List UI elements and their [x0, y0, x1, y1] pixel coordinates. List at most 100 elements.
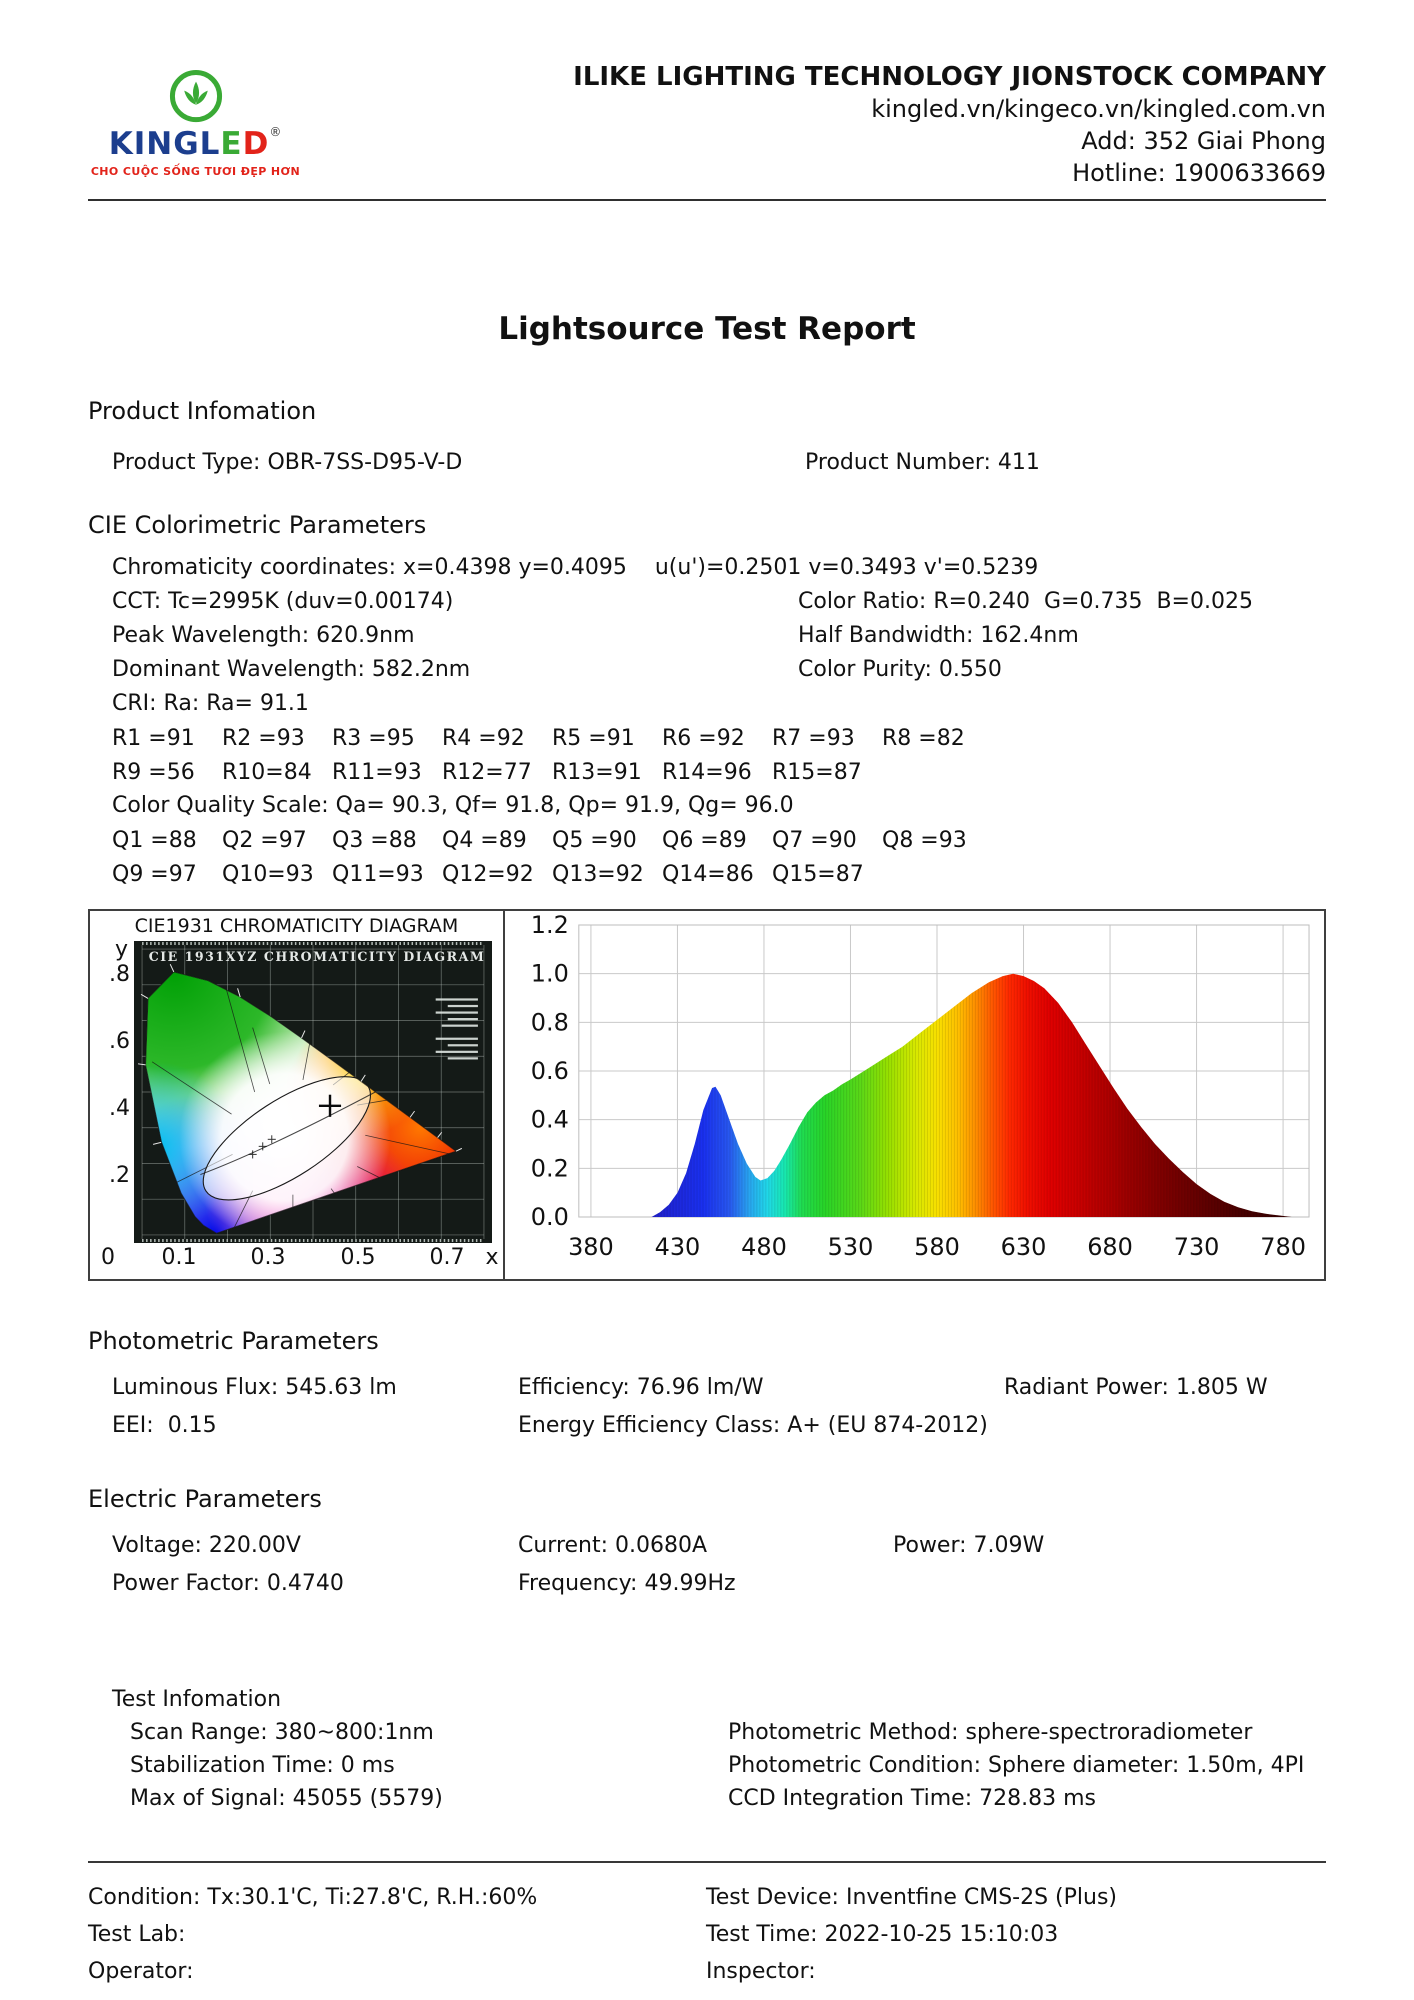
svg-text:530: 530 — [828, 1233, 874, 1261]
r-value: R12=77 — [442, 759, 532, 785]
ccd-integration-time: CCD Integration Time: 728.83 ms — [728, 1786, 1096, 1812]
test-device: Test Device: Inventfine CMS-2S (Plus) — [706, 1885, 1117, 1911]
half-bandwidth: Half Bandwidth: 162.4nm — [798, 623, 1079, 649]
r-value: R11=93 — [332, 759, 422, 785]
reference-cross-marks — [248, 1135, 276, 1159]
color-quality-scale: Color Quality Scale: Qa= 90.3, Qf= 91.8,… — [112, 793, 794, 819]
q-value: Q14=86 — [662, 861, 754, 887]
test-info-heading: Test Infomation — [112, 1687, 282, 1713]
svg-text:1.2: 1.2 — [531, 911, 569, 939]
svg-text:0.2: 0.2 — [531, 1155, 569, 1183]
header: KINGLED® CHO CUỘC SỐNG TƯƠI ĐẸP HƠN ILIK… — [0, 0, 1414, 189]
q-value: Q9 =97 — [112, 861, 197, 887]
test-condition: Condition: Tx:30.1'C, Ti:27.8'C, R.H.:60… — [88, 1885, 538, 1911]
company-name: ILIKE LIGHTING TECHNOLOGY JIONSTOCK COMP… — [573, 62, 1326, 92]
color-ratio: Color Ratio: R=0.240 G=0.735 B=0.025 — [798, 589, 1253, 615]
x-tick: 0.1 — [161, 1245, 197, 1271]
r-value: R6 =92 — [662, 725, 745, 751]
cie-legend-block — [435, 998, 478, 1060]
cie-chromaticity-panel: CIE1931 CHROMATICITY DIAGRAM y .8 .6 .4 … — [90, 911, 505, 1280]
svg-text:1.0: 1.0 — [531, 960, 569, 988]
photometric-row-1: Luminous Flux: 545.63 lm Efficiency: 76.… — [88, 1369, 1326, 1407]
q-value: Q12=92 — [442, 861, 534, 887]
current: Current: 0.0680A — [518, 1533, 708, 1559]
product-type: Product Type: OBR-7SS-D95-V-D — [112, 450, 463, 476]
r-value: R10=84 — [222, 759, 312, 785]
r-value: R5 =91 — [552, 725, 635, 751]
q-value: Q8 =93 — [882, 827, 967, 853]
chromaticity-coordinates: Chromaticity coordinates: x=0.4398 y=0.4… — [112, 555, 1039, 581]
photometric-condition: Photometric Condition: Sphere diameter: … — [728, 1753, 1305, 1779]
test-lab: Test Lab: — [88, 1922, 186, 1948]
q-value: Q10=93 — [222, 861, 314, 887]
electric-section-heading: Electric Parameters — [88, 1485, 322, 1514]
spectral-power-distribution-chart: 0.0 0.2 0.4 0.6 0.8 1.0 1.2 380 430 480 530 580 630 6… — [531, 911, 1310, 1261]
cie-inner-title: CIE 1931XYZ CHROMATICITY DIAGRAM — [149, 949, 486, 964]
footer-row-2: Test Lab: Test Time: 2022-10-25 15:10:03 — [88, 1916, 1326, 1953]
svg-text:580: 580 — [914, 1233, 960, 1261]
svg-text:0.8: 0.8 — [531, 1009, 569, 1037]
company-website: kingled.vn/kingeco.vn/kingled.com.vn — [871, 95, 1326, 124]
svg-text:730: 730 — [1174, 1233, 1220, 1261]
measured-point-marker — [318, 1095, 342, 1118]
y-tick: .8 — [109, 962, 130, 988]
company-address: Add: 352 Giai Phong — [1081, 126, 1326, 155]
brand-d: D — [242, 126, 270, 162]
y-tick: .4 — [109, 1096, 130, 1122]
spectrum-panel: 0.0 0.2 0.4 0.6 0.8 1.0 1.2 380 430 480 530 580 630 6… — [505, 911, 1324, 1279]
y-tick: .2 — [109, 1163, 130, 1189]
svg-text:380: 380 — [568, 1233, 614, 1261]
frequency: Frequency: 49.99Hz — [518, 1571, 736, 1597]
dominant-wavelength: Dominant Wavelength: 582.2nm — [112, 657, 471, 683]
company-hotline: Hotline: 1900633669 — [1072, 158, 1326, 187]
q-value: Q3 =88 — [332, 827, 417, 853]
peak-wavelength-row: Peak Wavelength: 620.9nm Half Bandwidth:… — [88, 619, 1326, 653]
svg-text:680: 680 — [1087, 1233, 1133, 1261]
blackbody-locus-curve — [200, 1091, 376, 1176]
svg-text:780: 780 — [1260, 1233, 1306, 1261]
luminous-flux: Luminous Flux: 545.63 lm — [112, 1375, 397, 1401]
power-factor: Power Factor: 0.4740 — [112, 1571, 344, 1597]
voltage: Voltage: 220.00V — [112, 1533, 301, 1559]
test-time: Test Time: 2022-10-25 15:10:03 — [706, 1922, 1059, 1948]
cie-diagram-title: CIE1931 CHROMATICITY DIAGRAM — [134, 915, 459, 938]
cct-value: CCT: Tc=2995K (duv=0.00174) — [112, 589, 454, 615]
peak-wavelength: Peak Wavelength: 620.9nm — [112, 623, 415, 649]
footer-row-1: Condition: Tx:30.1'C, Ti:27.8'C, R.H.:60… — [88, 1879, 1326, 1916]
svg-text:0.4: 0.4 — [531, 1106, 569, 1134]
x-tick: 0.5 — [340, 1245, 376, 1271]
company-info: ILIKE LIGHTING TECHNOLOGY JIONSTOCK COMP… — [573, 54, 1326, 189]
kingled-logo: KINGLED® CHO CUỘC SỐNG TƯƠI ĐẸP HƠN — [88, 54, 303, 178]
x-axis-label: x — [485, 1245, 499, 1271]
q-value: Q7 =90 — [772, 827, 857, 853]
r-value: R13=91 — [552, 759, 642, 785]
q-value: Q2 =97 — [222, 827, 307, 853]
footer-divider — [88, 1861, 1326, 1864]
cct-row: CCT: Tc=2995K (duv=0.00174) Color Ratio:… — [88, 585, 1326, 619]
cqs-q-row-1: Q1 =88 Q2 =97 Q3 =88 Q4 =89 Q5 =90 Q6 =8… — [88, 823, 1326, 857]
brand-e: E — [220, 126, 243, 162]
svg-text:430: 430 — [655, 1233, 701, 1261]
inspector: Inspector: — [706, 1959, 816, 1985]
svg-text:480: 480 — [741, 1233, 787, 1261]
footer-row-3: Operator: Inspector: — [88, 1953, 1326, 1990]
r-value: R2 =93 — [222, 725, 305, 751]
photometric-section-heading: Photometric Parameters — [88, 1327, 379, 1356]
y-tick: .6 — [109, 1029, 130, 1055]
x-tick: 0 — [101, 1245, 115, 1271]
cri-ra: CRI: Ra: Ra= 91.1 — [112, 691, 309, 717]
r-value: R1 =91 — [112, 725, 195, 751]
svg-text:0.0: 0.0 — [531, 1203, 569, 1231]
q-value: Q13=92 — [552, 861, 644, 887]
r-value: R7 =93 — [772, 725, 855, 751]
header-divider — [88, 199, 1326, 202]
max-of-signal: Max of Signal: 45055 (5579) — [130, 1786, 443, 1812]
r-value: R14=96 — [662, 759, 752, 785]
x-tick: 0.7 — [429, 1245, 465, 1271]
q-value: Q5 =90 — [552, 827, 637, 853]
r-value: R15=87 — [772, 759, 862, 785]
cqs-q-row-2: Q9 =97 Q10=93 Q11=93 Q12=92 Q13=92 Q14=8… — [88, 857, 1326, 891]
q-value: Q11=93 — [332, 861, 424, 887]
operator: Operator: — [88, 1959, 194, 1985]
